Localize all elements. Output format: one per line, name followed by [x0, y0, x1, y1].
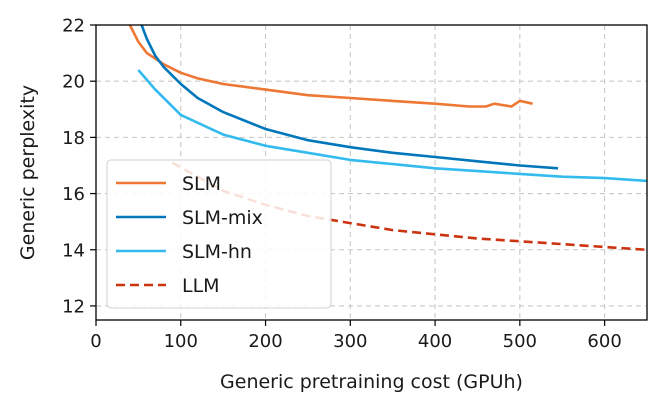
x-tick-label: 400: [418, 331, 452, 352]
y-tick-label: 12: [62, 296, 85, 317]
y-tick-label: 22: [62, 16, 85, 37]
x-tick-label: 300: [333, 331, 367, 352]
legend-label-slm-hn: SLM-hn: [182, 241, 252, 263]
plot-frame: [95, 24, 648, 321]
legend: SLM SLM-mix SLM-hn LLM: [106, 159, 332, 309]
x-tick-label: 500: [503, 331, 537, 352]
legend-box: [106, 159, 332, 309]
y-tick-label: 16: [62, 184, 85, 205]
x-tick-label: 0: [90, 331, 101, 352]
legend-label-slm: SLM: [182, 173, 221, 195]
axis-ticks: 0 100 200 300 400 500 600 12 14 16 18 20 22: [62, 16, 622, 353]
legend-label-llm: LLM: [182, 275, 220, 297]
series-line-slm-hn: [137, 69, 647, 183]
y-tick-label: 18: [62, 128, 85, 149]
y-tick-label: 20: [62, 72, 85, 93]
x-axis-label: Generic pretraining cost (GPUh): [220, 371, 523, 393]
series-line-slm-mix: [140, 25, 559, 170]
legend-label-slm-mix: SLM-mix: [182, 207, 263, 229]
y-axis-label: Generic perplexity: [17, 85, 39, 260]
x-tick-label: 600: [587, 331, 621, 352]
x-tick-label: 200: [248, 331, 282, 352]
series-line-slm: [128, 25, 533, 108]
x-tick-label: 100: [164, 331, 198, 352]
y-tick-label: 14: [62, 240, 85, 261]
